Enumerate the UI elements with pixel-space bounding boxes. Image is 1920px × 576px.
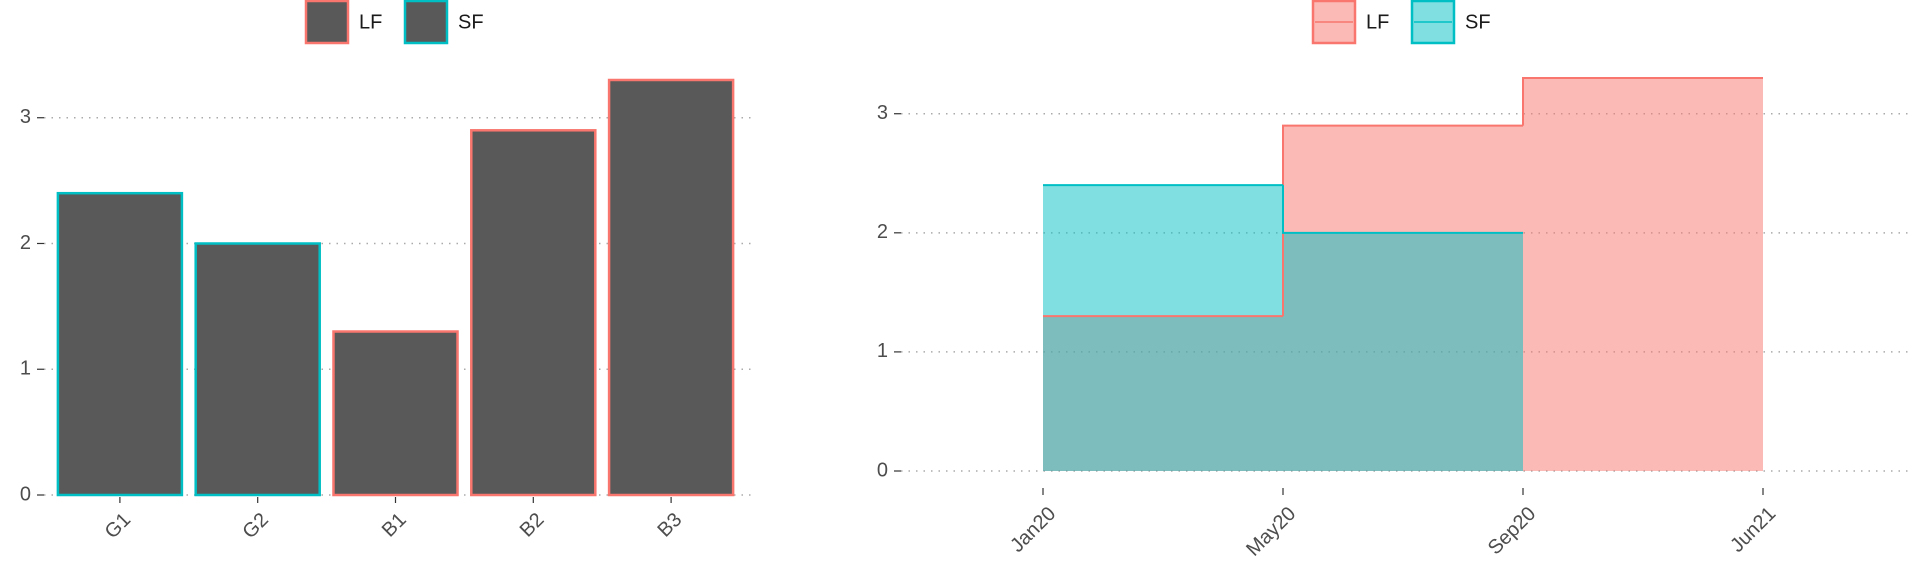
y-tick-label: 2 [20,232,31,254]
step-area [1523,78,1763,471]
y-tick-label: 1 [877,340,888,362]
bar [470,129,597,497]
legend-swatch [403,0,449,45]
step-line [1282,124,1523,317]
x-tick-label: G2 [239,509,273,543]
step-area [1043,185,1283,471]
legend-swatch [304,0,350,45]
y-tick-label: 0 [20,483,31,505]
y-tick-label: 1 [20,358,31,380]
bar [332,330,459,497]
legend-text: LF [359,11,382,33]
legend-text: LF [1366,11,1389,33]
bar [194,242,321,497]
x-tick-label: Sep20 [1484,503,1540,559]
y-tick-label: 3 [20,106,31,128]
x-tick-label: May20 [1242,503,1300,561]
x-tick-label: B3 [654,509,687,542]
legend-text: SF [1465,11,1491,33]
legend-text: SF [458,11,484,33]
y-tick-label: 0 [877,459,888,481]
x-tick-label: B2 [516,509,549,542]
step-area [1283,232,1523,471]
x-tick-label: Jan20 [1006,503,1060,557]
x-tick-label: G1 [101,509,135,543]
step-line [1522,77,1763,126]
bar [607,78,735,497]
y-tick-label: 3 [877,102,888,124]
x-tick-label: Jun21 [1726,503,1780,557]
y-tick-label: 2 [877,221,888,243]
x-tick-label: B1 [378,509,411,542]
step-line [1282,185,1523,234]
bar [56,191,184,497]
